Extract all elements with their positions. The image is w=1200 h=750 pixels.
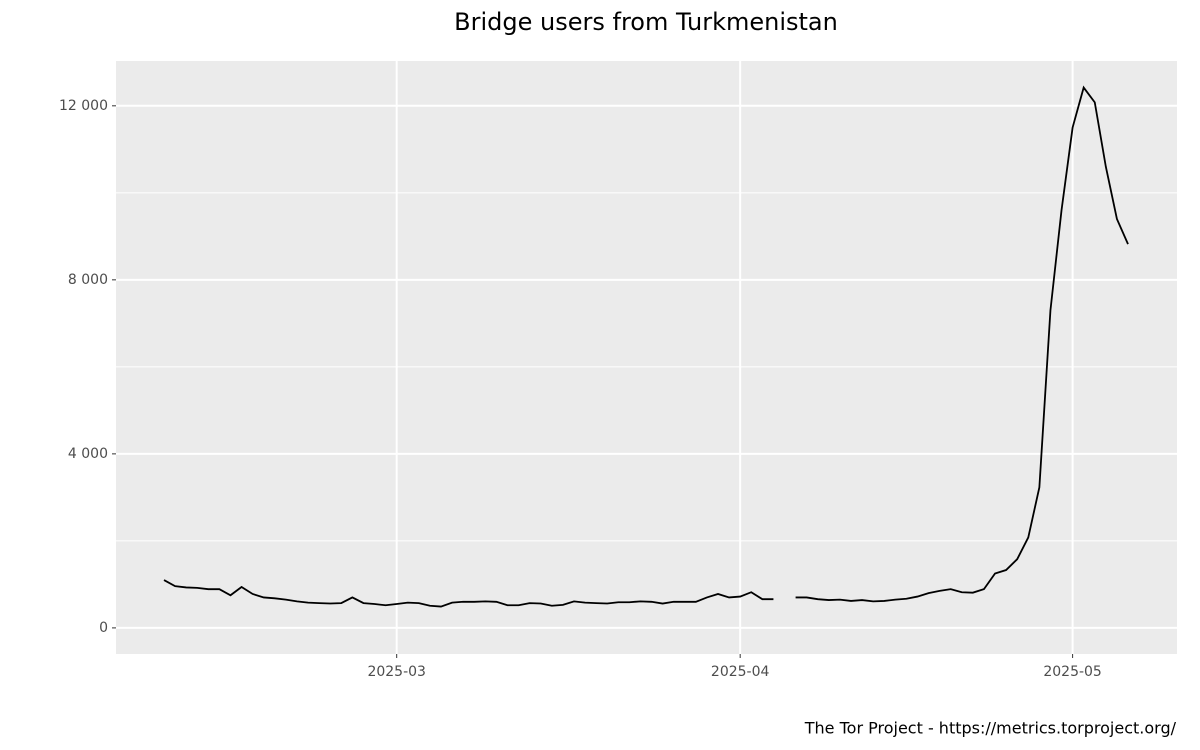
caption: The Tor Project - https://metrics.torpro… xyxy=(804,719,1177,738)
plot-background xyxy=(116,61,1177,654)
chart-title: Bridge users from Turkmenistan xyxy=(454,8,838,36)
x-tick-label: 2025-04 xyxy=(711,664,770,680)
y-tick-label: 12 000 xyxy=(59,98,108,114)
x-tick-label: 2025-05 xyxy=(1043,664,1102,680)
x-tick-label: 2025-03 xyxy=(367,664,426,680)
y-tick-label: 8 000 xyxy=(68,272,108,288)
y-tick-label: 4 000 xyxy=(68,446,108,462)
y-tick-label: 0 xyxy=(99,620,108,636)
data-line xyxy=(163,85,1129,608)
